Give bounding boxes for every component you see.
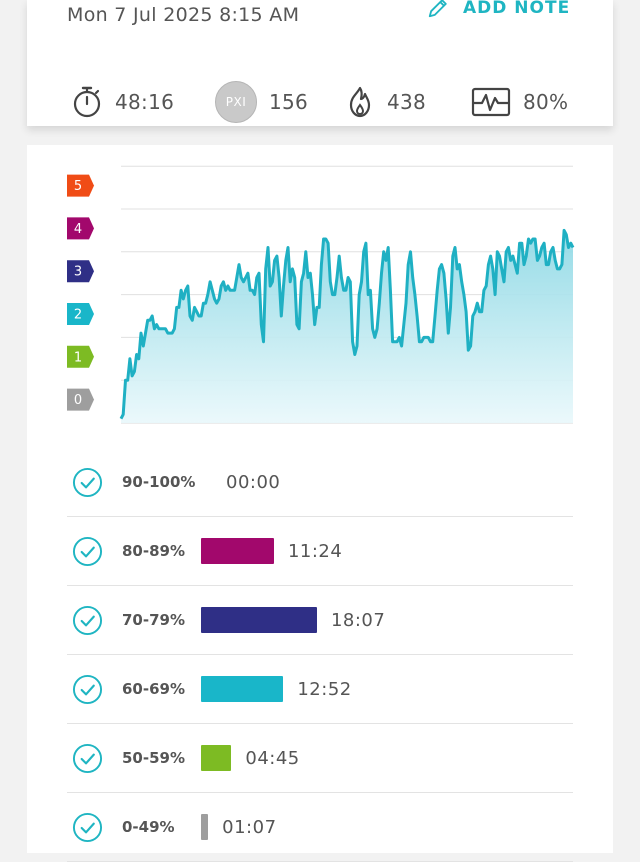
check-circle-icon[interactable] [72, 536, 103, 567]
zone-marker-label: 3 [74, 265, 82, 280]
zone-marker-5: 5 [67, 174, 94, 197]
zone-time-bar [201, 676, 284, 702]
check-circle-icon[interactable] [72, 467, 103, 498]
zone-row[interactable]: 70-79% 18:07 [67, 586, 573, 655]
zone-time-value: 04:45 [245, 747, 300, 769]
stopwatch-icon [73, 86, 101, 118]
zone-time-value: 11:24 [287, 540, 343, 562]
flame-icon [349, 86, 371, 118]
zone-marker-label: 2 [74, 308, 82, 323]
zone-time-value: 01:07 [222, 816, 277, 838]
pxi-value: 156 [269, 90, 309, 114]
zone-range-label: 50-59% [122, 749, 186, 767]
pencil-icon [428, 0, 447, 18]
zone-row[interactable]: 60-69% 12:52 [67, 655, 573, 724]
zone-marker-1: 1 [67, 345, 94, 368]
zone-time-bar [201, 745, 232, 771]
zone-range-label: 70-79% [122, 611, 186, 629]
zone-marker-label: 0 [74, 393, 82, 408]
calories-stat: 438 [345, 80, 426, 124]
zone-row[interactable]: 0-49% 01:07 [67, 793, 573, 862]
check-circle-icon[interactable] [72, 743, 103, 774]
zone-marker-label: 1 [74, 350, 82, 365]
zone-time-bar [201, 814, 209, 840]
duration-stat: 48:16 [71, 80, 174, 124]
calories-value: 438 [387, 90, 427, 114]
pxi-badge: PXI [215, 81, 257, 123]
zone-time-bar [201, 607, 317, 633]
zone-marker-3: 3 [67, 260, 94, 283]
add-note-label: ADD NOTE [463, 0, 571, 18]
zone-row[interactable]: 50-59% 04:45 [67, 724, 573, 793]
zone-range-label: 0-49% [122, 818, 175, 836]
heart-rate-line [119, 228, 575, 420]
zone-row[interactable]: 80-89% 11:24 [67, 517, 573, 586]
zone-time-value: 18:07 [330, 609, 386, 631]
add-note-button[interactable]: ADD NOTE [427, 0, 570, 22]
zone-range-label: 60-69% [122, 680, 186, 698]
zone-range-label: 90-100% [122, 473, 196, 491]
zone-marker-2: 2 [67, 303, 94, 325]
workout-date: Mon 7 Jul 2025 8:15 AM [67, 4, 300, 26]
effort-stat: 80% [471, 80, 568, 124]
zone-time-bar [201, 538, 274, 564]
zone-time-value: 00:00 [226, 471, 281, 493]
zone-marker-label: 4 [74, 222, 82, 237]
zone-marker-label: 5 [74, 179, 82, 194]
zone-range-label: 80-89% [122, 542, 186, 560]
heart-rate-chart: 0 1 2 3 4 5 [67, 165, 575, 424]
pxi-stat: PXI 156 [215, 80, 308, 124]
heart-rate-zones-card: 0 1 2 3 4 5 90-100% 00:00 80-89% 11:24 70-79% 18:0… [27, 145, 613, 862]
duration-value: 48:16 [115, 90, 175, 114]
stats-row: 48:16 PXI 156 438 80% [27, 80, 613, 124]
workout-summary-card: Mon 7 Jul 2025 8:15 AM ADD NOTE 48:16 PX… [27, 0, 613, 126]
heart-rate-monitor-icon [471, 87, 511, 117]
zone-marker-4: 4 [67, 217, 94, 240]
check-circle-icon[interactable] [72, 812, 103, 843]
zone-marker-0: 0 [67, 388, 94, 411]
zone-row[interactable]: 90-100% 00:00 [67, 448, 573, 517]
zone-time-value: 12:52 [297, 678, 352, 700]
check-circle-icon[interactable] [72, 605, 103, 636]
effort-value: 80% [523, 90, 569, 114]
check-circle-icon[interactable] [72, 674, 103, 705]
